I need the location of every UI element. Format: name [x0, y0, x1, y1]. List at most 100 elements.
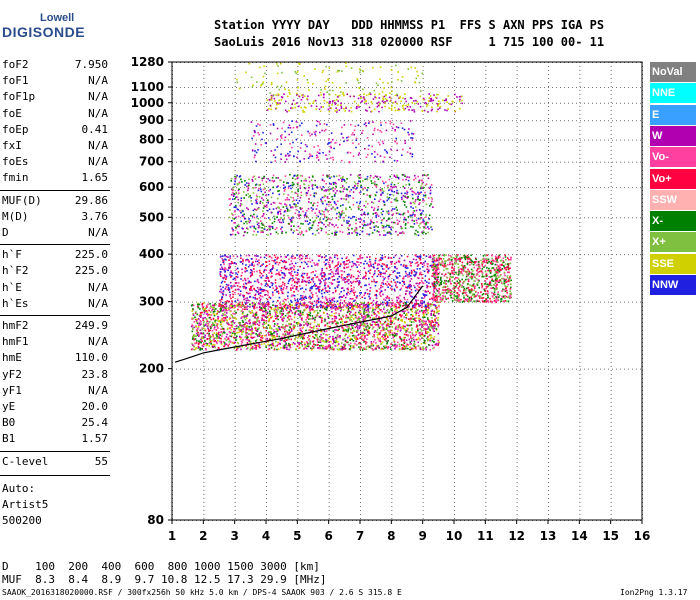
- param-row-fxi: fxI N/A: [2, 139, 108, 153]
- param-value: 29.86: [74, 193, 108, 207]
- param-value: 23.8: [81, 367, 109, 381]
- param-name: foEs: [2, 155, 29, 169]
- param-name: M(D): [2, 209, 29, 223]
- param-row-h-f2: h`F2 225.0: [2, 264, 108, 278]
- distance-row: D 100 200 400 600 800 1000 1500 3000 [km…: [2, 560, 320, 573]
- param-name: foE: [2, 106, 22, 120]
- legend-item-vo-: Vo-: [650, 147, 696, 168]
- param-row-c-level: C-level 55: [2, 455, 108, 469]
- param-row-hme: hmE 110.0: [2, 351, 108, 365]
- plot-frame: [171, 61, 643, 521]
- param-value: 110.0: [74, 351, 108, 365]
- param-name: foF1p: [2, 90, 36, 104]
- x-tick-label: 11: [477, 529, 494, 543]
- x-tick-label: 7: [356, 529, 364, 543]
- separator: [0, 244, 110, 246]
- x-tick-label: 5: [293, 529, 301, 543]
- param-value: 0.41: [81, 122, 109, 136]
- param-name: MUF(D): [2, 193, 42, 207]
- separator: [0, 474, 110, 476]
- param-name: fmin: [2, 171, 29, 185]
- param-row-muf-d: MUF(D) 29.86: [2, 194, 108, 208]
- param-name: fxI: [2, 139, 22, 152]
- param-value: 3.76: [81, 209, 109, 223]
- x-tick-label: 16: [634, 529, 651, 543]
- separator: [0, 189, 110, 191]
- y-tick-label: 600: [139, 180, 164, 194]
- param-value: 25.4: [81, 416, 109, 430]
- param-name: foEp: [2, 122, 29, 136]
- header-line-1: Station YYYY DAY DDD HHMMSS P1 FFS S AXN…: [214, 18, 605, 32]
- param-row-foep: foEp 0.41: [2, 123, 108, 137]
- header-line-2: SaoLuis 2016 Nov13 318 020000 RSF 1 715 …: [214, 35, 605, 49]
- y-tick-label: 80: [147, 513, 164, 527]
- echo-region-third-hop: [250, 120, 415, 164]
- param-name: B1: [2, 432, 16, 446]
- param-value: N/A: [88, 226, 108, 239]
- y-tick-label: 500: [139, 210, 164, 224]
- x-tick-label: 1: [168, 529, 176, 543]
- echo-region-upper-band: [266, 93, 463, 113]
- param-value: 249.9: [74, 319, 108, 332]
- param-value: N/A: [88, 139, 108, 152]
- param-value: 225.0: [74, 248, 108, 262]
- x-tick-label: 8: [387, 529, 395, 543]
- param-name: h`F: [2, 248, 22, 262]
- param-row-b1: B1 1.57: [2, 432, 108, 446]
- logo-digisonde: DIGISONDE: [2, 24, 86, 40]
- auto-label: Auto:: [2, 482, 36, 495]
- param-name: hmF2: [2, 319, 29, 332]
- y-tick-label: 1100: [131, 80, 164, 94]
- x-tick-label: 15: [602, 529, 619, 543]
- param-row-h-e: h`E N/A: [2, 281, 108, 295]
- echo-region-F-spread: [219, 254, 440, 309]
- param-name: D: [2, 226, 9, 239]
- param-name: foF1: [2, 74, 29, 88]
- separator: [0, 450, 110, 452]
- param-value: 55: [94, 454, 108, 468]
- y-tick-label: 300: [139, 295, 164, 309]
- param-value: N/A: [88, 106, 108, 120]
- y-tick-label: 1000: [131, 96, 164, 110]
- x-tick-label: 4: [262, 529, 270, 543]
- param-name: yE: [2, 400, 16, 413]
- legend-item-x-: X+: [650, 232, 696, 253]
- param-value: N/A: [88, 296, 108, 310]
- legend-item-vo-: Vo+: [650, 168, 696, 189]
- y-tick-label: 800: [139, 133, 164, 147]
- scaled-trace-line: [174, 285, 424, 363]
- param-value: 225.0: [74, 264, 108, 278]
- x-tick-label: 13: [540, 529, 557, 543]
- legend-item-sse: SSE: [650, 253, 696, 274]
- param-row-foes: foEs N/A: [2, 155, 108, 169]
- param-value: 7.950: [74, 58, 108, 71]
- logo-lowell: Lowell: [40, 12, 75, 24]
- param-value: N/A: [88, 335, 108, 349]
- y-tick-label: 900: [139, 113, 164, 127]
- echo-region-top-scatter: [236, 62, 424, 96]
- param-value: N/A: [88, 74, 108, 88]
- y-tick-label: 1280: [131, 55, 164, 69]
- param-row-b0: B0 25.4: [2, 416, 108, 430]
- x-tick-label: 9: [418, 529, 426, 543]
- echo-region-F-high-freq: [432, 254, 512, 304]
- param-row-fof1: foF1 N/A: [2, 74, 108, 88]
- legend-item-nne: NNE: [650, 83, 696, 104]
- param-name: h`Es: [2, 296, 29, 310]
- x-tick-label: 6: [324, 529, 332, 543]
- echo-region-second-hop: [228, 173, 434, 237]
- footer-version: Ion2Png 1.3.17: [620, 588, 688, 597]
- param-name: hmF1: [2, 335, 29, 349]
- param-row-fof1p: foF1p N/A: [2, 90, 108, 104]
- footer-info: SAAOK_2016318020000.RSF / 300fx256h 50 k…: [2, 588, 402, 597]
- param-row-yf2: yF2 23.8: [2, 368, 108, 382]
- auto-program: Artist5: [2, 498, 49, 511]
- param-value: N/A: [88, 90, 108, 104]
- legend-item-noval: NoVal: [650, 62, 696, 82]
- x-tick-label: 3: [230, 529, 238, 543]
- param-value: 1.57: [81, 432, 109, 446]
- param-name: C-level: [2, 454, 49, 468]
- y-tick-label: 700: [139, 155, 164, 169]
- param-name: h`F2: [2, 264, 29, 278]
